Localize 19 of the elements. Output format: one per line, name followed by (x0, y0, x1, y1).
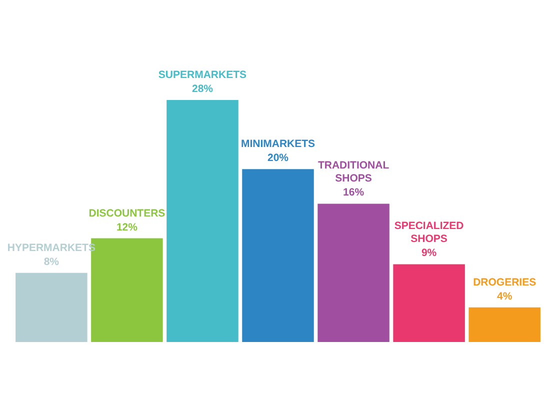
x-tick-label: SUPERMARKETS (158, 69, 247, 81)
bar (318, 204, 390, 342)
x-tick-label: MINIMARKETS (240, 138, 316, 150)
data-label: 12% (116, 221, 138, 234)
x-tick-label: DISCOUNTERS (88, 207, 166, 220)
data-label: 20% (267, 152, 290, 164)
bar (468, 307, 540, 342)
data-label: 4% (496, 290, 513, 302)
bar (393, 264, 465, 342)
bar (16, 272, 88, 342)
x-tick-label: DROGERIES (473, 276, 536, 288)
data-label: 8% (44, 256, 60, 268)
data-label: 28% (192, 83, 214, 95)
x-tick-label: SPECIALIZED SHOPS (394, 220, 464, 246)
bar (166, 100, 238, 342)
data-label: 9% (421, 247, 438, 260)
bar (242, 169, 314, 342)
x-tick-label: TRADITIONAL SHOPS (318, 160, 390, 185)
data-label: 16% (343, 186, 365, 199)
